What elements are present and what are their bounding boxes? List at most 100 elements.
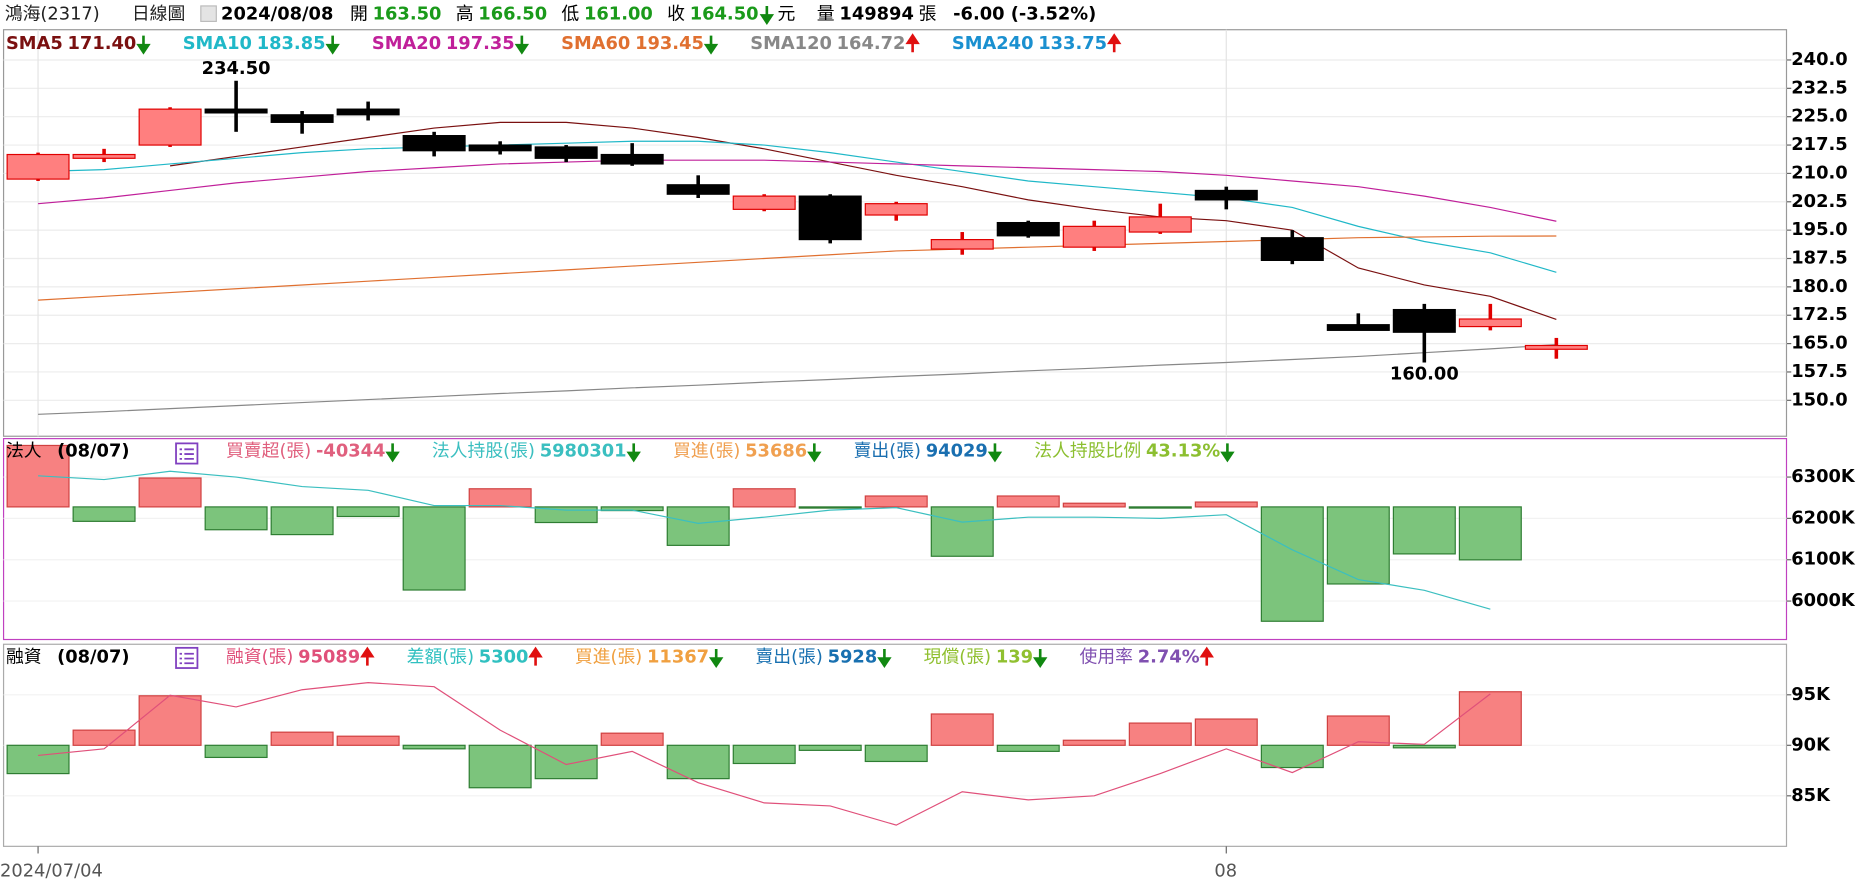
trend-arrow [703,35,719,55]
y-tick-label: 232.5 [1791,77,1847,98]
candle-body [798,195,862,241]
open-value: 163.50 [373,3,442,24]
series-line [170,121,1557,320]
candle-body [138,108,202,146]
candle-body [402,135,466,152]
trend-arrow [708,649,724,669]
series-line [38,470,1491,610]
candle-body [468,144,532,152]
bar [138,477,202,508]
panel-title: 融資 [6,646,42,667]
legend-name: SMA60 [561,33,630,54]
legend-value: 94029 [926,441,988,462]
bar [1260,744,1324,769]
trend-arrow [325,35,340,55]
bar [1128,722,1192,746]
legend-value: 5300 [479,646,529,667]
volume-value: 149894 [839,3,913,24]
y-tick-label: 150.0 [1791,389,1847,410]
bar [468,744,532,789]
candle-body [6,153,70,180]
high-label: 234.50 [202,58,271,79]
candle-body [1458,318,1522,328]
high-label: 高 [456,3,474,24]
bar [666,506,730,546]
low-label: 160.00 [1390,363,1459,384]
bar [1458,691,1522,746]
legend-name: SMA10 [183,33,252,54]
bar [864,744,928,763]
y-tick-label: 180.0 [1791,276,1847,297]
legend-value: 133.75 [1038,33,1107,54]
toggle-icon [200,5,217,22]
legend-name: 現償(張) [924,646,991,667]
bar [1392,744,1456,749]
list-icon[interactable] [175,442,199,465]
bar [1392,506,1456,555]
bar [1194,718,1258,746]
candle-body [336,108,400,116]
legend-value: 197.35 [446,33,515,54]
legend-name: 法人持股(張) [432,441,535,462]
list-icon[interactable] [175,646,199,669]
change: -6.00 (-3.52%) [953,3,1096,24]
legend-name: SMA240 [952,33,1034,54]
bar [996,495,1060,508]
trend-arrow [905,33,920,53]
legend-value: 43.13% [1146,441,1220,462]
institution-panel [2,438,1788,641]
trend-arrow [987,443,1003,463]
bar [1326,506,1390,585]
y-tick-label: 240.0 [1791,49,1847,70]
legend-name: 買進(張) [673,441,740,462]
bar [402,506,466,591]
bar [732,488,796,508]
trend-arrow [360,646,375,666]
candle-body [1194,189,1258,201]
legend-value: 139 [996,646,1033,667]
candle-body [600,153,664,165]
y-tick-label: 210.0 [1791,162,1847,183]
legend-name: SMA5 [6,33,63,54]
legend-value: 164.72 [837,33,906,54]
legend-value: 5928 [828,646,878,667]
open-label: 開 [350,3,368,24]
bar [996,744,1060,752]
date: 2024/08/08 [221,3,333,24]
trend-arrow [1220,443,1235,463]
candle-body [72,153,136,159]
legend-name: 買進(張) [575,646,642,667]
legend-name: SMA120 [750,33,832,54]
y-tick-label: 165.0 [1791,333,1847,354]
bar [534,506,598,524]
legend-name: 差額(張) [407,646,474,667]
candle-body [1392,308,1456,333]
bar [72,506,136,522]
stock-name: 鴻海(2317) [5,3,100,24]
legend-value: 193.45 [635,33,704,54]
series-line [38,140,1557,273]
close-value: 164.50 [690,3,759,24]
y-tick-label: 157.5 [1791,361,1847,382]
trend-arrow [136,35,151,55]
legend-name: 賣出(張) [755,646,822,667]
trend-arrow [528,646,543,666]
y-tick-label: 195.0 [1791,219,1847,240]
bar [1458,506,1522,561]
period: 日線圖 [132,3,186,24]
y-tick-label: 6100K [1791,549,1856,570]
panel-title: 法人 [6,441,42,462]
bar [1062,739,1126,746]
close-label: 收 [667,3,685,24]
bar [864,495,928,508]
bar [72,729,136,746]
bar [204,506,268,531]
y-tick-label: 90K [1791,734,1831,755]
panel-date: (08/07) [57,646,129,667]
candle-body [930,239,994,250]
candle-body [1062,225,1126,248]
bar [600,732,664,746]
x-tick-label: 2024/07/04 [0,860,103,881]
legend-value: 5980301 [540,441,627,462]
